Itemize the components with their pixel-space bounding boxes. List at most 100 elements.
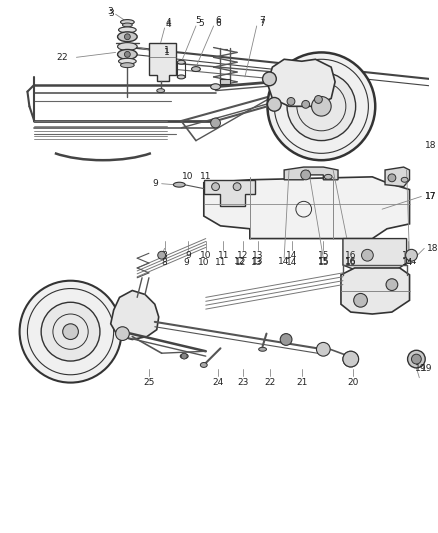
Text: 19: 19 bbox=[421, 365, 433, 374]
Text: 16: 16 bbox=[345, 256, 357, 265]
Text: 4: 4 bbox=[166, 18, 171, 27]
Circle shape bbox=[311, 96, 331, 116]
Ellipse shape bbox=[120, 20, 134, 25]
Circle shape bbox=[343, 351, 359, 367]
Text: 11: 11 bbox=[200, 172, 212, 181]
Ellipse shape bbox=[123, 23, 132, 27]
Text: 6: 6 bbox=[215, 15, 221, 25]
Circle shape bbox=[124, 34, 131, 39]
Ellipse shape bbox=[191, 67, 200, 71]
Text: 12: 12 bbox=[234, 256, 246, 265]
Text: 9: 9 bbox=[183, 257, 189, 266]
Ellipse shape bbox=[117, 32, 137, 42]
Text: 1: 1 bbox=[164, 46, 170, 55]
Text: 17: 17 bbox=[425, 192, 437, 201]
Text: 18: 18 bbox=[425, 141, 437, 150]
Text: 10: 10 bbox=[200, 251, 212, 260]
Text: 10: 10 bbox=[182, 172, 194, 181]
Polygon shape bbox=[268, 59, 335, 106]
Text: 8: 8 bbox=[162, 251, 167, 260]
Ellipse shape bbox=[117, 43, 137, 51]
Ellipse shape bbox=[119, 27, 136, 33]
Circle shape bbox=[20, 281, 121, 383]
Text: 7: 7 bbox=[260, 19, 265, 28]
Circle shape bbox=[212, 183, 219, 191]
Text: 5: 5 bbox=[198, 19, 204, 28]
Text: 11: 11 bbox=[218, 251, 229, 260]
Text: 6: 6 bbox=[215, 19, 221, 28]
Circle shape bbox=[262, 72, 276, 86]
Ellipse shape bbox=[120, 63, 134, 68]
Text: 21: 21 bbox=[296, 378, 307, 387]
Ellipse shape bbox=[259, 348, 266, 351]
Text: 14: 14 bbox=[286, 257, 298, 266]
Circle shape bbox=[268, 52, 375, 160]
Circle shape bbox=[63, 324, 78, 340]
Circle shape bbox=[408, 350, 425, 368]
Polygon shape bbox=[111, 290, 159, 340]
Circle shape bbox=[116, 327, 129, 341]
Circle shape bbox=[314, 95, 322, 103]
Ellipse shape bbox=[177, 75, 185, 79]
Polygon shape bbox=[284, 167, 338, 180]
Ellipse shape bbox=[157, 88, 165, 93]
Polygon shape bbox=[204, 177, 410, 239]
Circle shape bbox=[317, 342, 330, 356]
Text: 9: 9 bbox=[185, 251, 191, 260]
Text: 18: 18 bbox=[427, 244, 438, 253]
Text: 2: 2 bbox=[56, 53, 62, 62]
Text: 9: 9 bbox=[152, 179, 158, 188]
Circle shape bbox=[406, 249, 417, 261]
Text: 14: 14 bbox=[279, 256, 290, 265]
Text: 12: 12 bbox=[235, 257, 247, 266]
Circle shape bbox=[287, 98, 295, 106]
Circle shape bbox=[124, 52, 131, 58]
Text: 16: 16 bbox=[345, 257, 357, 266]
Circle shape bbox=[41, 302, 100, 361]
Text: 23: 23 bbox=[237, 378, 249, 387]
Text: 14: 14 bbox=[286, 251, 298, 260]
Text: 22: 22 bbox=[265, 378, 276, 387]
Text: 11: 11 bbox=[215, 257, 226, 266]
Ellipse shape bbox=[324, 174, 332, 179]
Ellipse shape bbox=[173, 182, 185, 187]
Polygon shape bbox=[341, 268, 410, 314]
Circle shape bbox=[388, 174, 396, 182]
Text: 15: 15 bbox=[318, 257, 329, 266]
Circle shape bbox=[301, 170, 311, 180]
Polygon shape bbox=[385, 167, 410, 187]
Circle shape bbox=[302, 100, 310, 108]
Text: 24: 24 bbox=[212, 378, 223, 387]
Text: 25: 25 bbox=[143, 378, 155, 387]
Text: 13: 13 bbox=[252, 256, 263, 265]
Circle shape bbox=[361, 249, 373, 261]
Circle shape bbox=[268, 98, 281, 111]
Polygon shape bbox=[204, 180, 255, 206]
Text: 3: 3 bbox=[108, 9, 113, 18]
Text: 2: 2 bbox=[61, 53, 67, 62]
Circle shape bbox=[181, 353, 187, 359]
Text: 3: 3 bbox=[107, 7, 113, 16]
Text: 1: 1 bbox=[164, 48, 170, 57]
Circle shape bbox=[158, 252, 166, 259]
Text: 14: 14 bbox=[406, 256, 417, 265]
Ellipse shape bbox=[117, 50, 137, 59]
Circle shape bbox=[386, 279, 398, 290]
Ellipse shape bbox=[180, 354, 188, 359]
Circle shape bbox=[343, 351, 359, 367]
Text: 7: 7 bbox=[260, 15, 265, 25]
Text: 10: 10 bbox=[198, 257, 209, 266]
Text: 12: 12 bbox=[237, 251, 249, 260]
Circle shape bbox=[411, 354, 421, 364]
Polygon shape bbox=[343, 239, 406, 275]
Text: 14: 14 bbox=[402, 257, 413, 266]
Circle shape bbox=[233, 183, 241, 191]
Polygon shape bbox=[149, 43, 177, 81]
Text: 14: 14 bbox=[402, 251, 413, 260]
Text: 20: 20 bbox=[347, 378, 358, 387]
Ellipse shape bbox=[401, 177, 408, 182]
Circle shape bbox=[280, 334, 292, 345]
Text: 13: 13 bbox=[251, 257, 262, 266]
Ellipse shape bbox=[200, 362, 207, 367]
Circle shape bbox=[287, 72, 356, 141]
